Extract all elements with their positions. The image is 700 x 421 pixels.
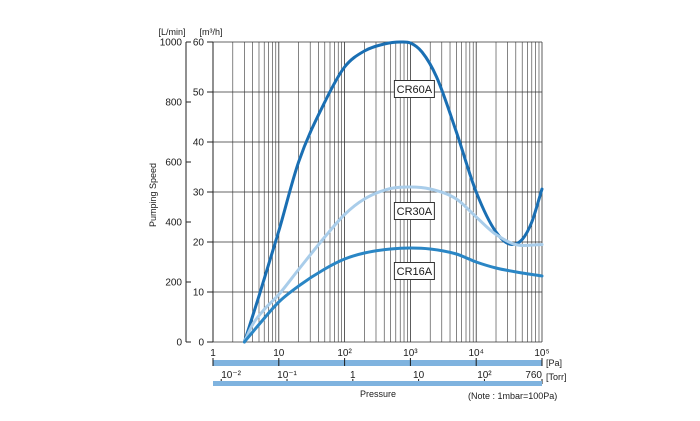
y-axis-title: Pumping Speed [148, 163, 158, 227]
lmin-tick-label: 0 [176, 338, 182, 349]
pa-tick-label: 10² [337, 348, 352, 359]
cr16a-label-box [393, 262, 435, 280]
cr30a-label: CR30A [397, 206, 433, 218]
torr-tick-label: 760 [525, 370, 542, 381]
m3h-tick-label: 30 [193, 188, 205, 199]
torr-tick-label: 1 [350, 370, 356, 381]
pa-tick-label: 10⁴ [468, 348, 483, 359]
x-axis-title: Pressure [360, 389, 396, 399]
pa-unit-label: [Pa] [546, 358, 562, 368]
torr-tick-label: 10 [413, 370, 425, 381]
cr16a-curve [242, 246, 544, 344]
cr16a-label: CR16A [397, 266, 433, 278]
pa-tick-label: 10³ [403, 348, 418, 359]
lmin-tick-label: 600 [165, 158, 182, 169]
pa-scale-bar [213, 360, 542, 366]
torr-tick-label: 10⁻² [221, 370, 241, 381]
chart-grid [212, 41, 543, 343]
pa-tick-label: 1 [210, 348, 216, 359]
lmin-tick-label: 200 [165, 278, 182, 289]
cr30a-label-box [393, 202, 435, 220]
lmin-tick-label: 400 [165, 218, 182, 229]
lmin-tick-label: 1000 [160, 38, 183, 49]
pa-tick-label: 10 [273, 348, 285, 359]
chart-axes: 0 200 400 600 800 1000 0 10 20 30 40 50 60 1 10 10² 10³ 1… [160, 38, 550, 386]
m3h-tick-label: 40 [193, 138, 205, 149]
conversion-note: (Note : 1mbar=100Pa) [468, 391, 557, 401]
chart-series: CR60A CR30A CR16A [242, 40, 544, 344]
m3h-tick-label: 10 [193, 288, 205, 299]
torr-tick-label: 10² [477, 370, 492, 381]
m3h-tick-label: 60 [193, 38, 205, 49]
y-unit-lmin: [L/min] [158, 27, 185, 37]
cr60a-label-box [393, 80, 435, 98]
y-unit-m3h: [m³/h] [199, 27, 222, 37]
lmin-tick-label: 800 [165, 98, 182, 109]
cr60a-label: CR60A [397, 84, 433, 96]
pa-tick-label: 10⁵ [534, 348, 549, 359]
torr-unit-label: [Torr] [546, 372, 567, 382]
m3h-tick-label: 50 [193, 88, 205, 99]
torr-tick-label: 10⁻¹ [277, 370, 297, 381]
m3h-tick-label: 20 [193, 238, 205, 249]
torr-scale-bar [213, 381, 542, 386]
cr30a-curve [242, 185, 544, 344]
m3h-tick-label: 0 [198, 338, 204, 349]
